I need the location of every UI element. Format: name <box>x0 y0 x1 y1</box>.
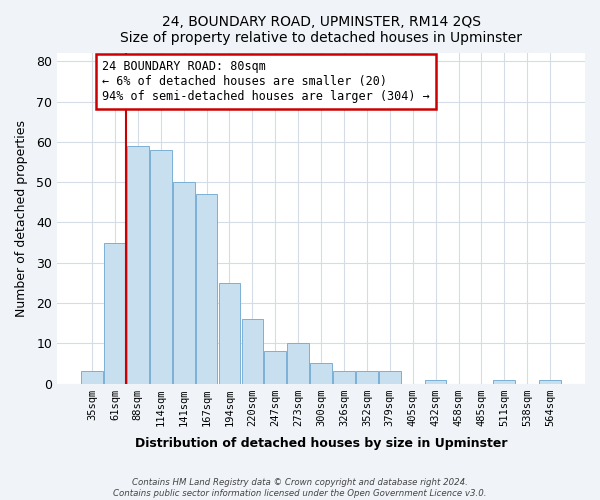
Bar <box>379 372 401 384</box>
X-axis label: Distribution of detached houses by size in Upminster: Distribution of detached houses by size … <box>135 437 508 450</box>
Bar <box>333 372 355 384</box>
Bar <box>81 372 103 384</box>
Bar <box>150 150 172 384</box>
Bar <box>173 182 194 384</box>
Y-axis label: Number of detached properties: Number of detached properties <box>15 120 28 317</box>
Bar <box>310 364 332 384</box>
Bar <box>493 380 515 384</box>
Bar <box>127 146 149 384</box>
Title: 24, BOUNDARY ROAD, UPMINSTER, RM14 2QS
Size of property relative to detached hou: 24, BOUNDARY ROAD, UPMINSTER, RM14 2QS S… <box>120 15 522 45</box>
Bar <box>218 283 241 384</box>
Bar <box>287 344 309 384</box>
Bar <box>539 380 561 384</box>
Bar <box>196 194 217 384</box>
Bar <box>265 352 286 384</box>
Text: Contains HM Land Registry data © Crown copyright and database right 2024.
Contai: Contains HM Land Registry data © Crown c… <box>113 478 487 498</box>
Bar <box>242 319 263 384</box>
Bar <box>104 242 126 384</box>
Bar <box>425 380 446 384</box>
Text: 24 BOUNDARY ROAD: 80sqm
← 6% of detached houses are smaller (20)
94% of semi-det: 24 BOUNDARY ROAD: 80sqm ← 6% of detached… <box>102 60 430 103</box>
Bar <box>356 372 378 384</box>
